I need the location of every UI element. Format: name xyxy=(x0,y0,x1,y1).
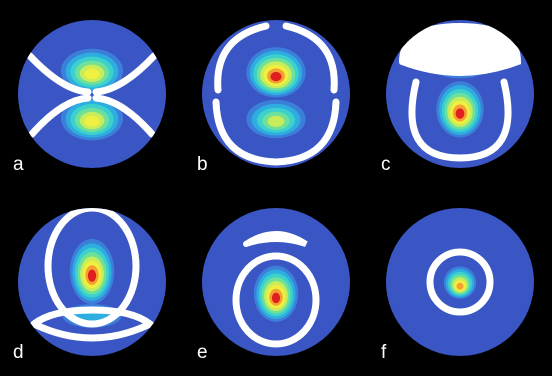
panel-c: c xyxy=(368,0,552,188)
nodal-lines xyxy=(212,22,340,166)
contour-level xyxy=(456,282,464,290)
nodal-lines xyxy=(26,52,158,138)
panel-label: f xyxy=(381,342,387,363)
contour-level xyxy=(270,71,282,82)
nodal-line xyxy=(28,94,92,138)
nodal-lines xyxy=(30,208,157,342)
contour-level xyxy=(267,115,285,127)
panel-label: b xyxy=(197,154,208,175)
nodal-line xyxy=(232,252,320,348)
panel-label: e xyxy=(197,342,208,363)
contour-level xyxy=(455,108,465,119)
field-contours xyxy=(253,265,299,322)
disk xyxy=(18,20,166,168)
panel-b: b xyxy=(184,0,368,188)
panel-c-image xyxy=(386,20,534,168)
panel-a-image xyxy=(18,20,166,168)
panel-label: c xyxy=(381,154,391,175)
panel-d-image xyxy=(18,208,166,356)
nodal-line xyxy=(426,248,494,316)
field-contours xyxy=(246,47,306,139)
contour-level xyxy=(87,269,97,282)
nodal-lines xyxy=(399,22,522,162)
nodal-line xyxy=(408,78,512,162)
panel-label: a xyxy=(13,154,24,175)
panel-label: d xyxy=(13,342,24,363)
field-contours xyxy=(443,266,477,299)
nodal-line xyxy=(399,22,522,76)
nodal-line xyxy=(243,231,308,247)
nodal-lines xyxy=(232,231,320,348)
nodal-line xyxy=(214,22,270,94)
contour-level xyxy=(271,292,281,304)
panel-a: a xyxy=(0,0,184,188)
panel-f-image xyxy=(386,208,534,356)
nodal-line xyxy=(92,94,156,138)
panel-e: e xyxy=(184,188,368,376)
panel-e-image xyxy=(202,208,350,356)
nodal-line xyxy=(26,52,92,96)
panel-b-image xyxy=(202,20,350,168)
panel-f: f xyxy=(368,188,552,376)
panel-d: d xyxy=(0,188,184,376)
nodal-line xyxy=(282,22,338,94)
nodal-lines xyxy=(426,248,494,316)
field-contours xyxy=(60,48,124,141)
contour-level xyxy=(84,115,100,127)
nodal-line xyxy=(92,52,158,96)
nodal-line xyxy=(30,306,157,342)
field-contours xyxy=(62,238,122,328)
nodal-line xyxy=(44,208,140,328)
nodal-line xyxy=(212,98,280,166)
nodal-line xyxy=(272,98,340,166)
contour-level xyxy=(84,68,100,80)
